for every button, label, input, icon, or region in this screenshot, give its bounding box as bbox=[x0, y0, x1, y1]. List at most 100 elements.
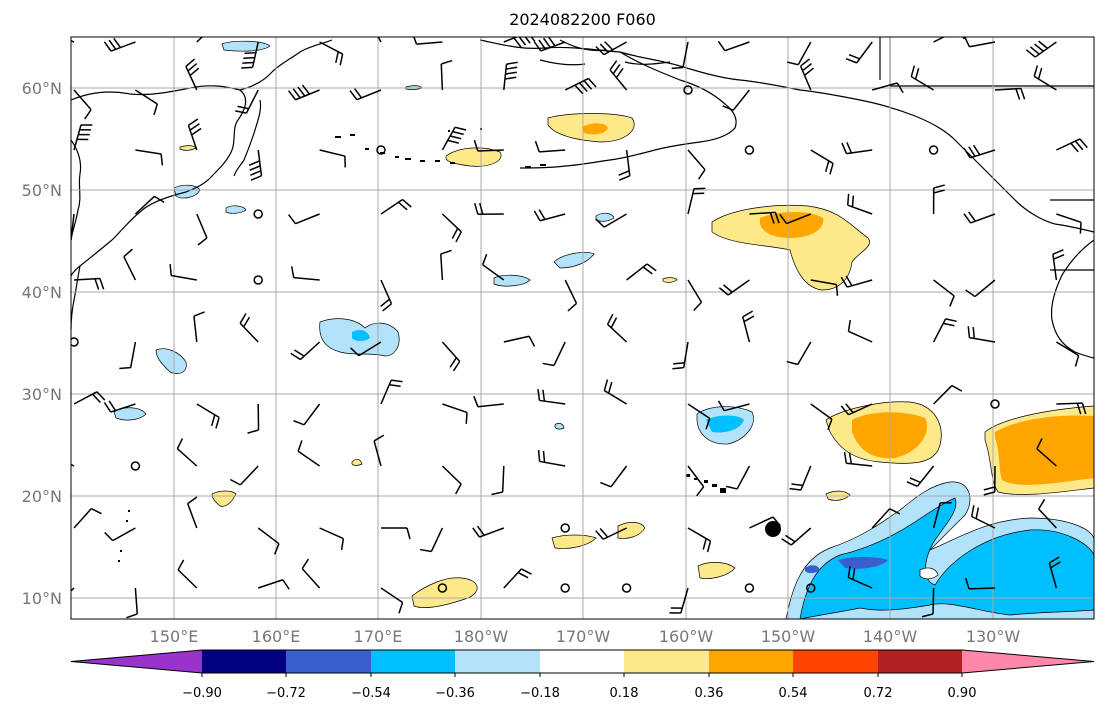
wind-barb bbox=[413, 37, 443, 45]
wind-barb bbox=[239, 313, 259, 343]
wind-barb bbox=[967, 326, 996, 343]
colorbar-segment bbox=[793, 650, 878, 673]
wind-barb bbox=[123, 248, 137, 281]
colorbar-tick-label: 0.90 bbox=[948, 686, 977, 701]
calm-wind-marker bbox=[806, 583, 816, 593]
colorbar-tick-label: −0.90 bbox=[182, 686, 222, 701]
colorbar-segment bbox=[709, 650, 793, 673]
wind-barb bbox=[491, 465, 505, 496]
wind-barb bbox=[789, 465, 812, 491]
lat-label: 60°N bbox=[22, 79, 62, 98]
wind-barb bbox=[564, 279, 578, 312]
wind-barb bbox=[441, 465, 462, 495]
wind-barb bbox=[871, 82, 904, 94]
wind-barb bbox=[542, 341, 566, 367]
wind-barb bbox=[963, 37, 996, 48]
lat-label: 50°N bbox=[22, 181, 62, 200]
wind-barb bbox=[442, 403, 468, 424]
wind-barb bbox=[119, 341, 137, 370]
wind-barb bbox=[742, 310, 755, 343]
wind-barb bbox=[472, 525, 505, 538]
positive-anomaly-shading bbox=[179, 113, 1094, 608]
wind-barb bbox=[319, 41, 344, 66]
colorbar-segment bbox=[286, 650, 371, 673]
wind-barb bbox=[257, 527, 280, 555]
colorbar-tick-label: −0.72 bbox=[266, 686, 306, 701]
wind-barb bbox=[441, 126, 467, 151]
calm-wind-marker bbox=[560, 523, 570, 533]
wind-barb bbox=[73, 391, 106, 405]
wind-barb bbox=[687, 187, 706, 215]
colorbar-segment bbox=[371, 650, 455, 673]
wind-barb bbox=[847, 319, 873, 343]
wind-barb bbox=[290, 341, 321, 361]
wind-barb bbox=[473, 139, 504, 152]
wind-barb bbox=[921, 587, 935, 618]
calm-wind-marker bbox=[437, 583, 448, 593]
wind-barb bbox=[840, 275, 873, 288]
calm-wind-marker bbox=[744, 583, 755, 593]
lat-label: 20°N bbox=[22, 487, 62, 506]
calm-wind-marker bbox=[990, 399, 1000, 409]
wind-barb bbox=[687, 149, 706, 180]
wind-barb bbox=[595, 527, 627, 540]
wind-barb bbox=[380, 279, 393, 312]
colorbar-segment bbox=[962, 650, 1094, 673]
wind-barb bbox=[687, 465, 705, 497]
wind-barb bbox=[717, 400, 750, 412]
wind-barb bbox=[786, 41, 812, 66]
wind-barb bbox=[841, 142, 873, 155]
lon-label: 180°W bbox=[454, 627, 509, 646]
lon-label: 150°E bbox=[150, 627, 199, 646]
storm-center-marker bbox=[765, 521, 781, 537]
wind-barb bbox=[933, 384, 963, 405]
island-chains bbox=[118, 128, 726, 562]
colorbar-tick-label: 0.18 bbox=[610, 686, 639, 701]
wind-barb bbox=[73, 277, 105, 290]
colorbar-tick-label: 0.72 bbox=[864, 686, 893, 701]
wind-barb bbox=[135, 149, 164, 166]
lon-label: 170°W bbox=[556, 627, 611, 646]
wind-barb bbox=[247, 403, 260, 434]
colorbar-segment bbox=[878, 650, 962, 673]
wind-barb bbox=[1056, 341, 1080, 367]
wind-barb bbox=[235, 89, 259, 114]
wind-barb bbox=[373, 434, 385, 467]
lat-label: 10°N bbox=[22, 589, 62, 608]
wind-barb bbox=[810, 403, 833, 431]
lon-label: 130°W bbox=[966, 627, 1021, 646]
wind-barb bbox=[810, 279, 839, 296]
wind-barb bbox=[380, 379, 403, 405]
calm-wind-marker bbox=[130, 461, 141, 471]
wind-barb bbox=[932, 184, 945, 215]
wind-barb bbox=[722, 89, 750, 111]
calm-wind-marker bbox=[253, 209, 263, 219]
wind-barb bbox=[473, 395, 504, 408]
wind-barb bbox=[481, 253, 505, 281]
wind-barb bbox=[440, 59, 453, 91]
wind-barb bbox=[626, 263, 657, 281]
wind-barb bbox=[103, 400, 136, 413]
wind-barb bbox=[533, 37, 566, 52]
wind-barb bbox=[134, 89, 159, 116]
wind-barb bbox=[186, 496, 198, 529]
wind-barb bbox=[257, 579, 290, 590]
colorbar-segment bbox=[455, 650, 540, 673]
wind-barb bbox=[965, 279, 996, 298]
wind-barb bbox=[297, 440, 321, 467]
wind-barb bbox=[970, 505, 996, 529]
colorbar-segment bbox=[624, 650, 709, 673]
wind-barbs bbox=[71, 37, 1088, 619]
wind-barb bbox=[301, 558, 321, 589]
lon-label: 150°W bbox=[761, 627, 816, 646]
wind-barb bbox=[687, 403, 711, 430]
colorbar-tick-label: −0.18 bbox=[520, 686, 560, 701]
wind-barb bbox=[669, 587, 689, 614]
wind-barb bbox=[1056, 138, 1088, 153]
wind-barb bbox=[786, 341, 812, 366]
map-frame bbox=[70, 36, 1095, 620]
wind-barb bbox=[725, 465, 751, 490]
wind-barb bbox=[994, 87, 1026, 100]
map-title: 2024082200 F060 bbox=[509, 10, 656, 29]
wind-barb bbox=[749, 211, 780, 224]
